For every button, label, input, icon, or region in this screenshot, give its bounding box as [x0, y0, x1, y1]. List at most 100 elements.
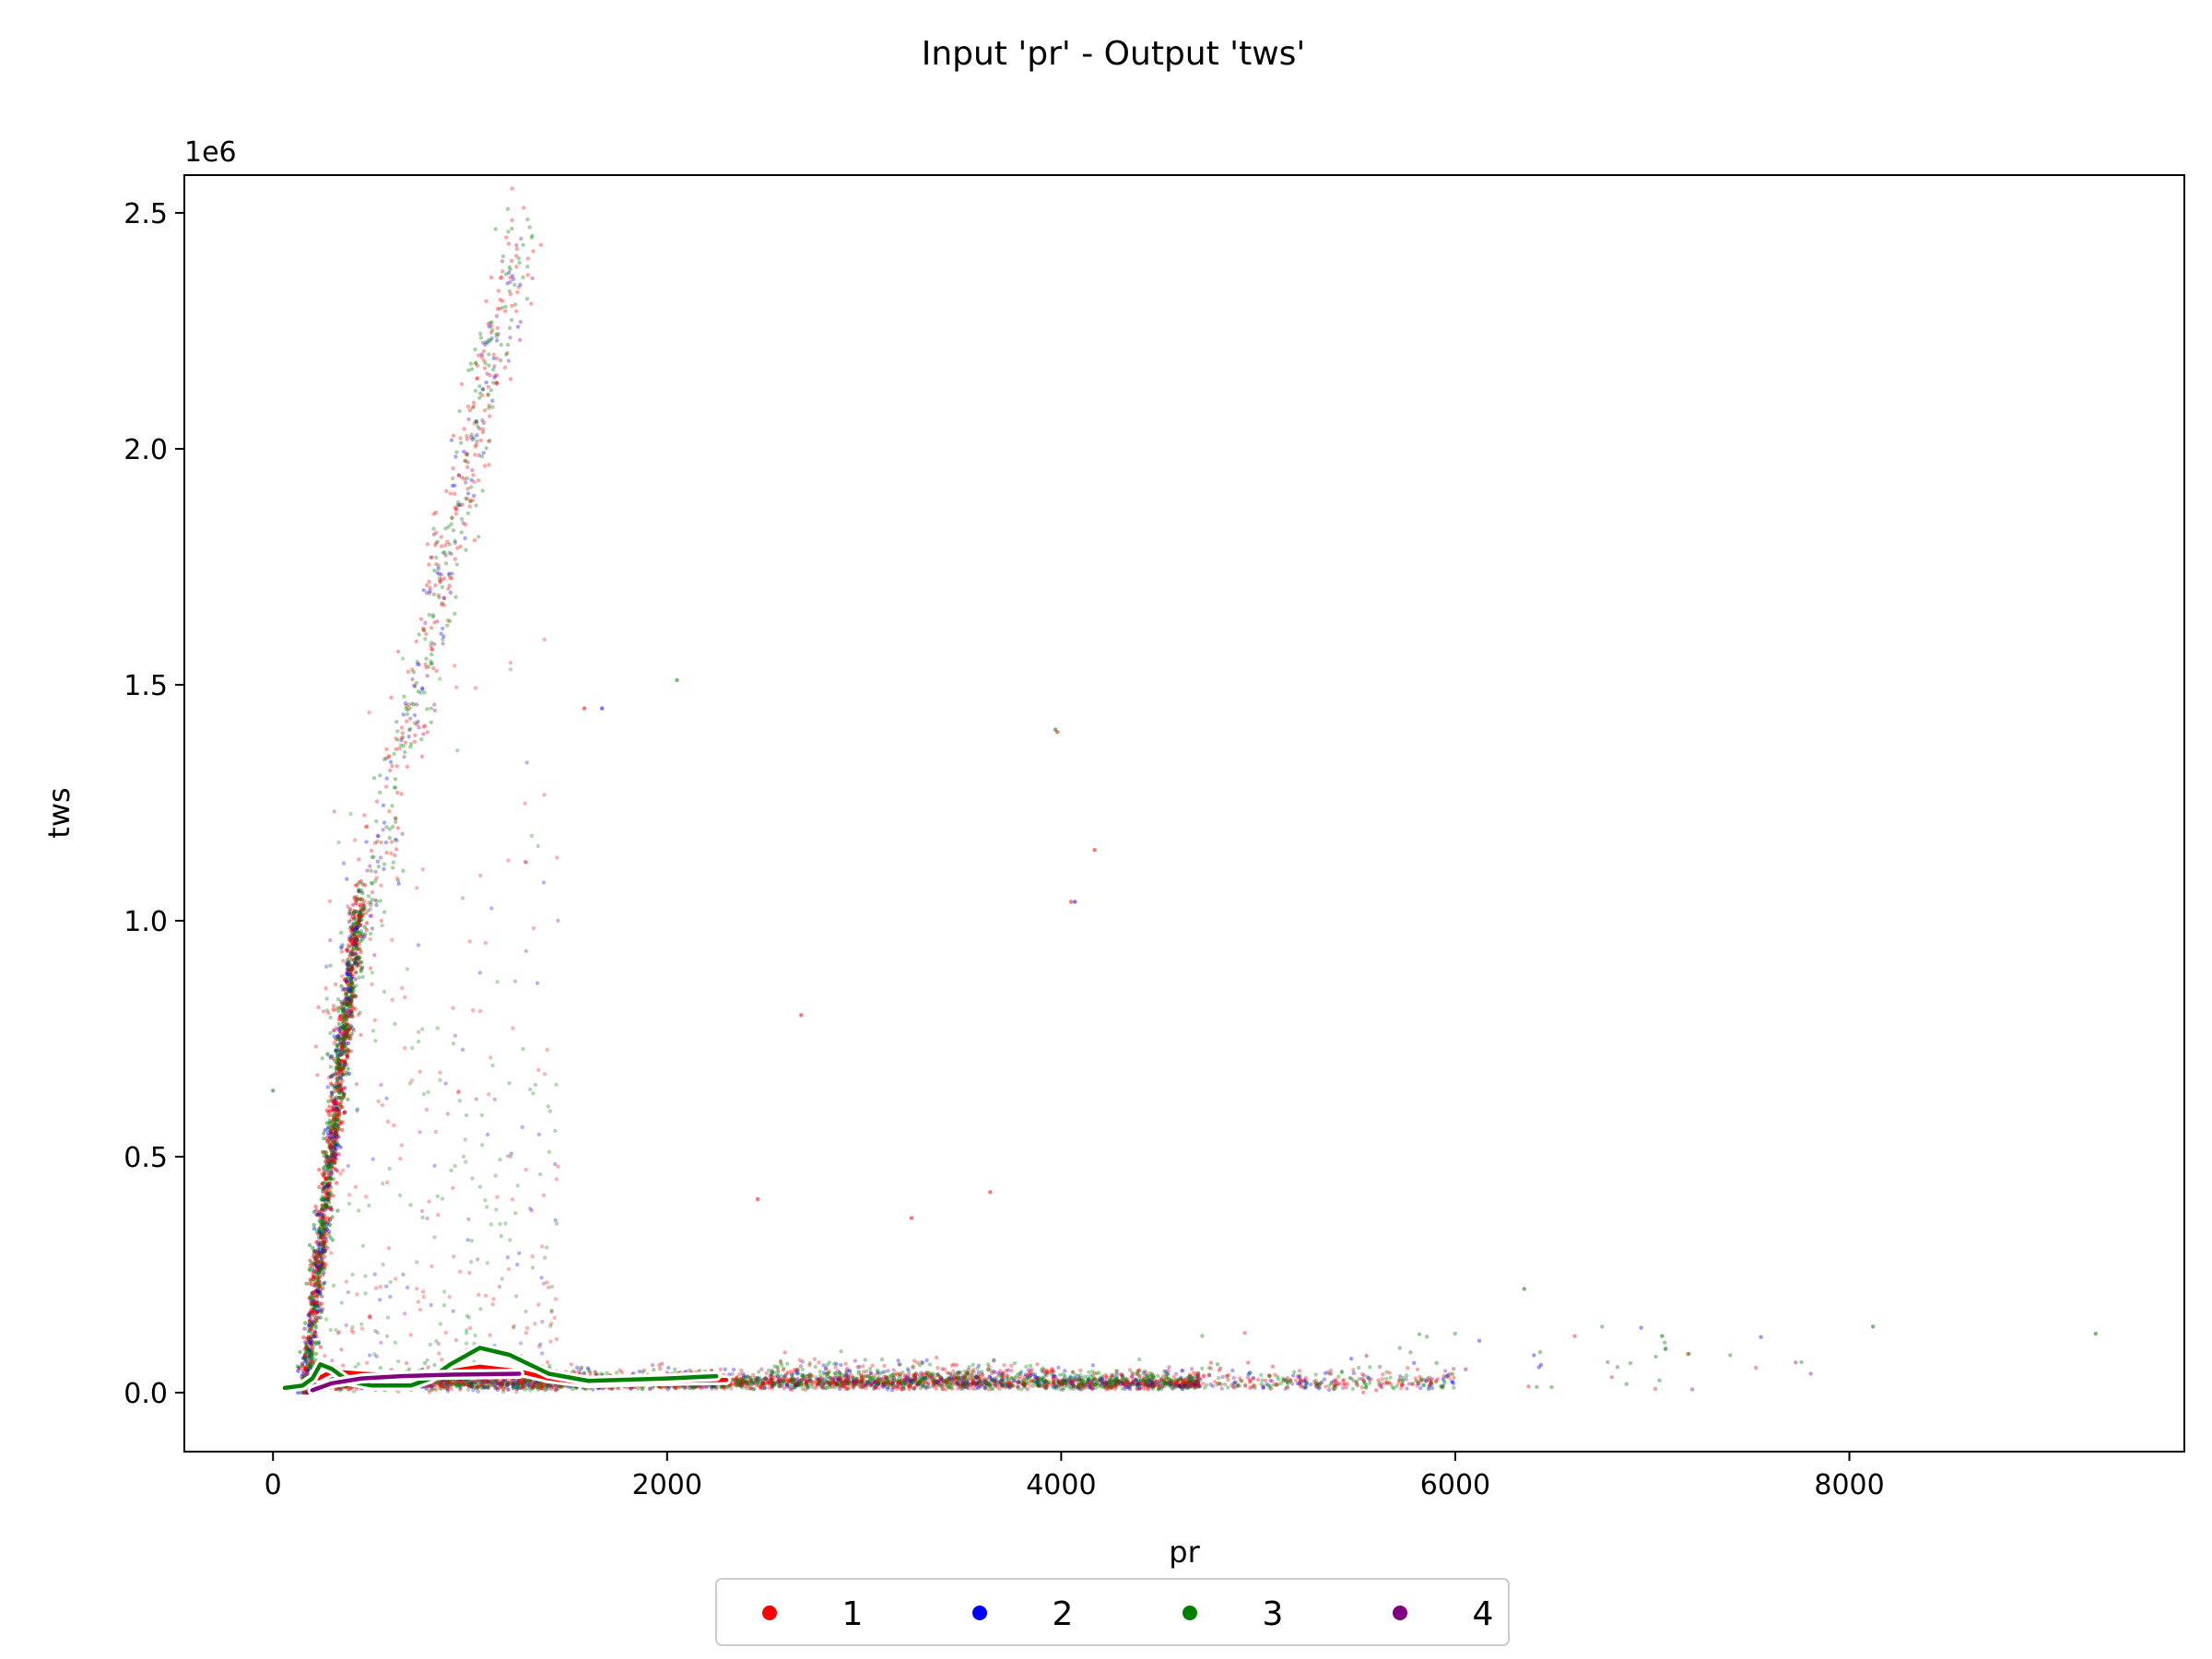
scatter-point: [1106, 1380, 1111, 1384]
scatter-point: [445, 1380, 450, 1384]
scatter-point: [1005, 1373, 1009, 1378]
scatter-point: [1008, 1383, 1013, 1388]
scatter-point: [970, 1373, 974, 1378]
scatter-point: [818, 1370, 822, 1374]
scatter-point: [818, 1377, 822, 1382]
scatter-point: [1002, 1363, 1006, 1368]
scatter-point: [1070, 1370, 1076, 1374]
scatter-point: [1056, 1380, 1061, 1385]
scatter-point: [1298, 1378, 1303, 1383]
scatter-point: [751, 1377, 756, 1382]
scatter-point: [547, 1363, 552, 1369]
scatter-point: [985, 1382, 990, 1386]
scatter-point: [966, 1368, 971, 1372]
scatter-point: [1018, 1374, 1023, 1379]
scatter-point: [797, 1358, 803, 1362]
scatter-point: [891, 1384, 896, 1389]
scatter-point: [1028, 1373, 1033, 1379]
scatter-point: [947, 1378, 952, 1382]
scatter-point: [1450, 1380, 1455, 1384]
scatter-point: [1113, 1376, 1119, 1381]
scatter-point: [1046, 1370, 1051, 1375]
scatter-point: [1143, 1386, 1148, 1391]
scatter-point: [1029, 1379, 1033, 1383]
scatter-point: [1380, 1377, 1385, 1382]
scatter-point: [737, 1371, 742, 1377]
scatter-point: [739, 1368, 744, 1373]
scatter-point: [1428, 1378, 1432, 1383]
scatter-point: [1164, 1375, 1169, 1381]
scatter-point: [1012, 1379, 1018, 1383]
scatter-point: [1137, 1386, 1142, 1392]
scatter-point: [1247, 1385, 1253, 1391]
scatter-point: [947, 1376, 951, 1381]
scatter-point: [800, 1386, 806, 1392]
scatter-point: [955, 1371, 960, 1376]
scatter-point: [1001, 1374, 1006, 1379]
scatter-point: [1211, 1384, 1216, 1389]
scatter-point: [885, 1384, 889, 1390]
scatter-point: [1196, 1377, 1201, 1382]
scatter-point: [756, 1379, 760, 1384]
scatter-point: [1137, 1386, 1142, 1391]
scatter-point: [492, 1383, 497, 1388]
scatter-point: [769, 1377, 774, 1382]
scatter-point: [1275, 1374, 1280, 1380]
scatter-point: [1368, 1381, 1372, 1385]
scatter-point: [1354, 1379, 1359, 1384]
scatter-point: [912, 1372, 916, 1378]
scatter-point: [944, 1378, 949, 1382]
scatter-point: [908, 1384, 912, 1389]
scatter-point: [1324, 1384, 1328, 1389]
scatter-point: [1112, 1381, 1117, 1385]
scatter-point: [877, 1371, 882, 1376]
scatter-point: [1151, 1375, 1156, 1380]
scatter-point: [527, 1382, 532, 1388]
scatter-point: [1147, 1378, 1153, 1382]
scatter-point: [1285, 1384, 1289, 1389]
scatter-point: [619, 1370, 625, 1375]
scatter-point: [874, 1381, 879, 1385]
scatter-point: [737, 1382, 742, 1388]
scatter-point: [457, 1382, 462, 1388]
scatter-point: [834, 1361, 839, 1367]
scatter-point: [999, 1381, 1005, 1385]
scatter-point: [884, 1380, 888, 1384]
scatter-point: [1146, 1376, 1150, 1381]
scatter-point: [990, 1371, 994, 1376]
scatter-point: [510, 1381, 514, 1386]
scatter-point: [1105, 1381, 1110, 1386]
scatter-point: [980, 1370, 984, 1374]
scatter-point: [817, 1379, 822, 1384]
scatter-point: [833, 1371, 838, 1376]
scatter-point: [312, 1222, 316, 1228]
scatter-point: [889, 1373, 894, 1378]
scatter-point: [992, 1358, 996, 1362]
scatter-point: [853, 1359, 858, 1363]
scatter-point: [336, 1021, 342, 1027]
scatter-point: [975, 1376, 980, 1381]
scatter-point: [809, 1379, 814, 1384]
scatter-point: [1009, 1382, 1014, 1386]
scatter-point: [1104, 1374, 1109, 1379]
scatter-point: [1430, 1382, 1434, 1387]
scatter-point: [1077, 1384, 1082, 1389]
scatter-point: [1025, 1376, 1030, 1381]
scatter-point: [1384, 1370, 1389, 1374]
scatter-point: [991, 1378, 996, 1383]
scatter-point: [872, 1385, 877, 1391]
scatter-point: [1111, 1372, 1116, 1378]
scatter-point: [935, 1371, 940, 1377]
scatter-point: [814, 1378, 818, 1383]
scatter-point: [478, 1382, 484, 1388]
scatter-point: [796, 1371, 801, 1376]
scatter-point: [816, 1377, 820, 1382]
scatter-point: [793, 1382, 798, 1387]
scatter-point: [860, 1378, 865, 1382]
scatter-point: [1031, 1381, 1037, 1385]
scatter-point: [701, 1384, 706, 1390]
scatter-point: [1028, 1383, 1032, 1388]
scatter-point: [1351, 1368, 1356, 1372]
scatter-point: [1006, 1382, 1010, 1387]
scatter-point: [958, 1376, 963, 1381]
